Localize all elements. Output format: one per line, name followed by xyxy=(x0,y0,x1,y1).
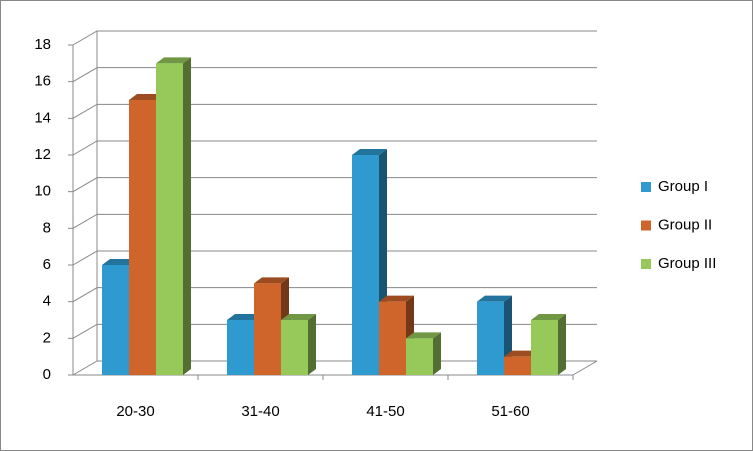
legend-swatch xyxy=(641,259,651,269)
x-tick-label: 51-60 xyxy=(491,403,529,420)
y-tick-label: 12 xyxy=(34,146,51,163)
x-tick-label: 20-30 xyxy=(116,403,154,420)
bar-side xyxy=(308,314,316,375)
legend-swatch xyxy=(641,220,651,231)
bar-side xyxy=(433,332,441,375)
y-tick-label: 6 xyxy=(43,256,51,273)
bar-top xyxy=(227,314,262,320)
floor-edge xyxy=(572,360,598,376)
grid-line xyxy=(72,103,597,119)
bar xyxy=(156,63,183,375)
grid-line xyxy=(72,323,597,339)
y-tick-label: 0 xyxy=(43,366,51,383)
y-tick-label: 10 xyxy=(34,183,51,200)
grid-line xyxy=(72,30,597,46)
grid-line xyxy=(72,250,597,266)
legend-label: Group III xyxy=(658,255,716,272)
bar xyxy=(531,320,558,375)
x-tick-label: 41-50 xyxy=(366,403,404,420)
bar xyxy=(129,100,156,375)
bar xyxy=(102,265,129,375)
bar xyxy=(254,283,281,375)
legend-label: Group II xyxy=(658,216,712,233)
bar xyxy=(504,356,531,375)
bar-top xyxy=(352,149,387,155)
y-tick-label: 8 xyxy=(43,219,51,236)
grid-line xyxy=(72,287,597,303)
bar xyxy=(477,301,504,375)
bar-top xyxy=(531,314,566,320)
bar xyxy=(281,320,308,375)
grid-line xyxy=(72,177,597,193)
bar-top xyxy=(156,57,191,64)
legend-swatch xyxy=(641,182,651,192)
bar-top xyxy=(379,295,414,302)
bar xyxy=(406,338,433,375)
grid-line xyxy=(72,67,597,83)
bar xyxy=(227,320,254,375)
legend-label: Group I xyxy=(658,178,708,195)
bar-side xyxy=(558,314,566,375)
bar xyxy=(379,301,406,375)
bar-top xyxy=(477,295,512,302)
y-tick-label: 16 xyxy=(34,73,51,90)
bar xyxy=(352,155,379,375)
grid-line xyxy=(72,213,597,229)
bar-side xyxy=(183,57,191,375)
y-tick-label: 4 xyxy=(43,293,51,310)
y-tick-label: 18 xyxy=(34,36,51,53)
bar-top xyxy=(504,350,539,357)
bar-top xyxy=(102,259,137,265)
grid-line xyxy=(72,140,597,156)
bar-top xyxy=(254,277,289,284)
y-tick-label: 14 xyxy=(34,109,51,126)
bar-top xyxy=(281,314,316,320)
bar-top xyxy=(129,94,164,100)
bar-top xyxy=(406,332,441,339)
y-tick-label: 2 xyxy=(43,329,51,346)
x-tick-label: 31-40 xyxy=(241,403,279,420)
